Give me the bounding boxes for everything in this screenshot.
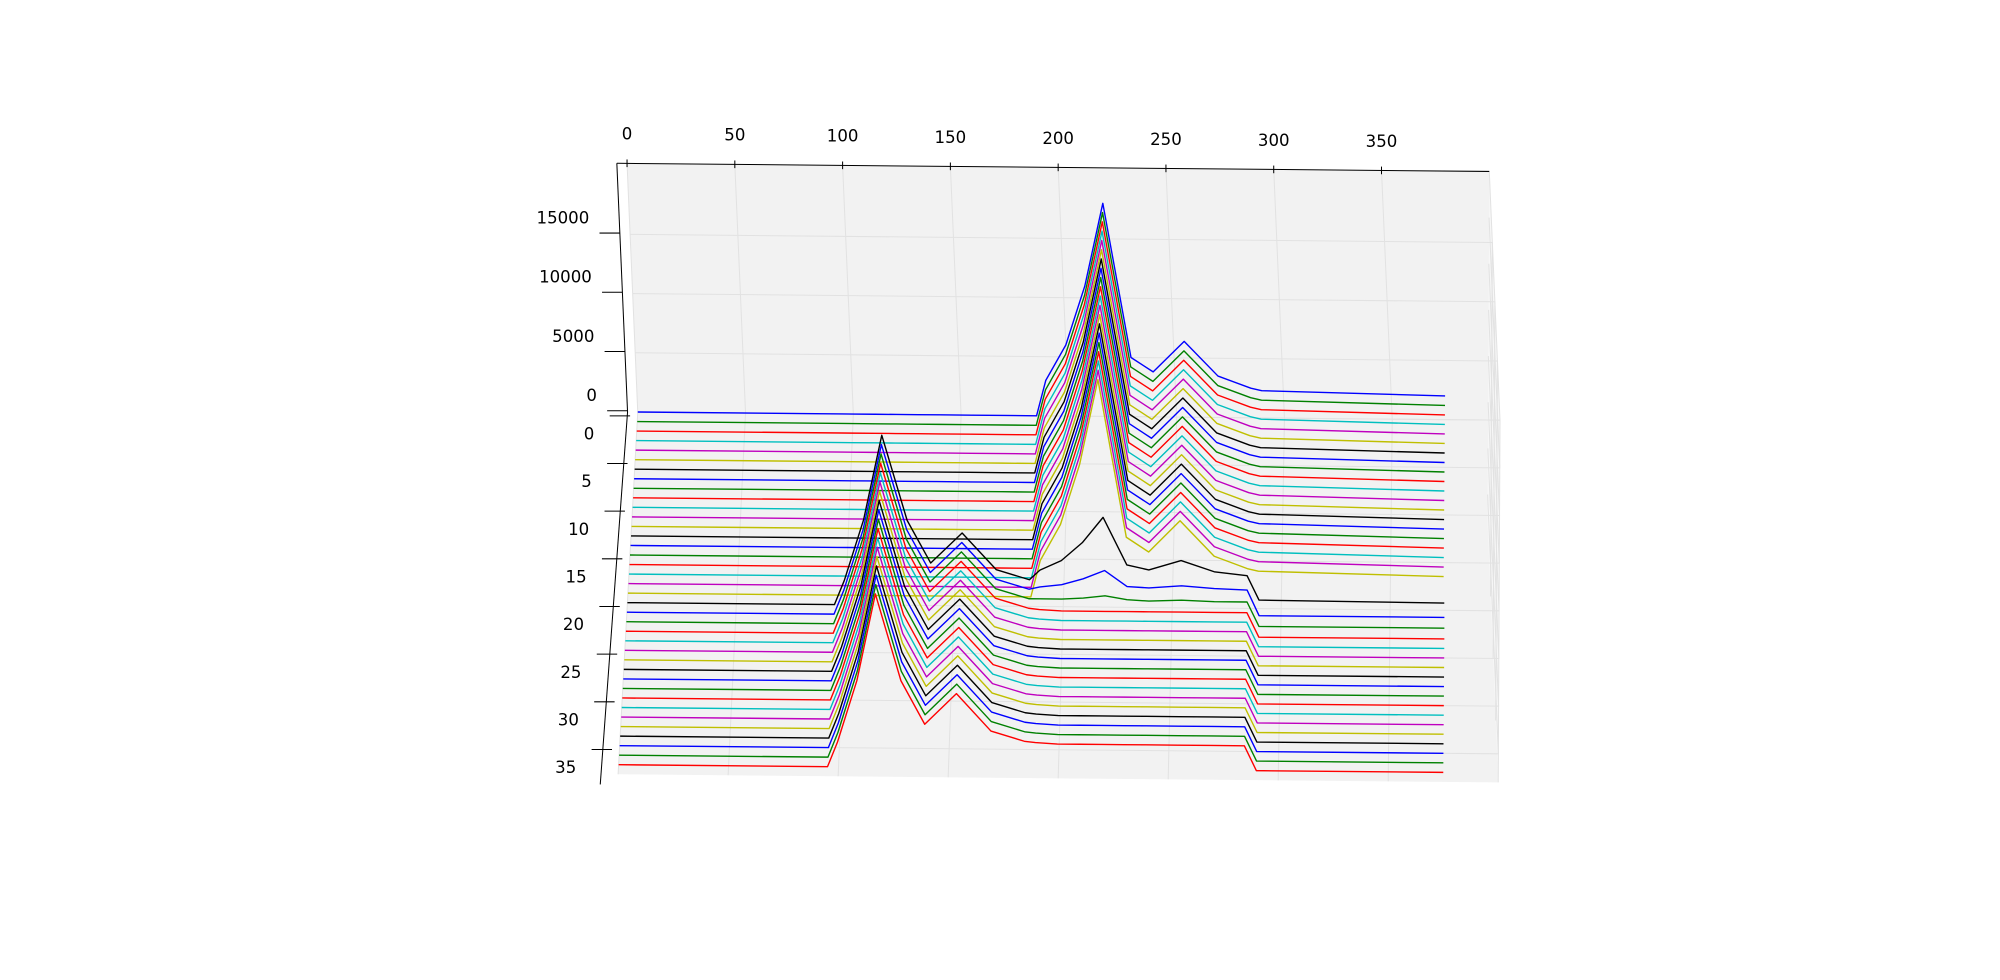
grid-line <box>624 402 1500 660</box>
y-tick-label: 15 <box>566 567 587 586</box>
x-axis <box>616 162 1490 172</box>
y-tick-label: 20 <box>563 615 584 634</box>
floor-pane <box>618 412 1500 783</box>
x-tick-label: 100 <box>827 127 859 146</box>
series-line <box>622 527 1444 707</box>
series-line <box>634 258 1445 474</box>
series-line <box>624 490 1445 669</box>
series-line <box>633 286 1445 503</box>
x-tick-label: 50 <box>724 126 745 145</box>
series-line <box>626 443 1445 619</box>
y-tick-label: 0 <box>584 424 595 443</box>
z-tick-label: 5000 <box>552 327 594 346</box>
x-tick-label: 250 <box>1150 130 1182 149</box>
series-line <box>625 471 1445 650</box>
series-line <box>619 574 1444 755</box>
y-tick-label: 35 <box>555 758 576 777</box>
series-line <box>636 221 1445 436</box>
z-tick-label: 10000 <box>539 268 592 287</box>
series-line <box>623 499 1445 678</box>
y-tick-label: 5 <box>581 472 592 491</box>
series-line <box>619 583 1444 764</box>
z-axis <box>616 163 629 413</box>
series-line <box>635 248 1445 465</box>
grid-line <box>619 494 1499 755</box>
series-line <box>623 509 1444 688</box>
x-tick-label: 150 <box>935 128 967 147</box>
series-line <box>637 211 1446 427</box>
series-line <box>621 537 1444 716</box>
x-tick-label: 200 <box>1042 129 1074 148</box>
y-tick-label: 30 <box>558 710 579 729</box>
series-line <box>622 518 1444 697</box>
series-line <box>621 546 1444 726</box>
z-tick-label: 0 <box>586 386 597 405</box>
series-line <box>618 593 1444 774</box>
x-tick-label: 350 <box>1366 132 1398 151</box>
y-tick-label: 25 <box>560 663 581 682</box>
series-line <box>634 267 1445 484</box>
grid-line <box>622 448 1500 707</box>
series-line <box>637 202 1446 417</box>
series-line <box>627 434 1445 606</box>
x-tick-label: 300 <box>1258 131 1290 150</box>
y-axis <box>599 411 629 785</box>
y-tick-label: 10 <box>568 520 589 539</box>
grid-line <box>627 356 1500 612</box>
series-line <box>626 453 1445 629</box>
z-tick-label: 15000 <box>537 209 590 228</box>
x-tick-label: 0 <box>622 125 633 144</box>
series-line <box>635 239 1445 455</box>
series-line <box>620 565 1444 745</box>
series-line <box>636 230 1445 446</box>
series-line <box>625 462 1445 640</box>
series-line <box>633 276 1445 493</box>
series-line <box>620 555 1444 735</box>
series-line <box>624 481 1445 659</box>
